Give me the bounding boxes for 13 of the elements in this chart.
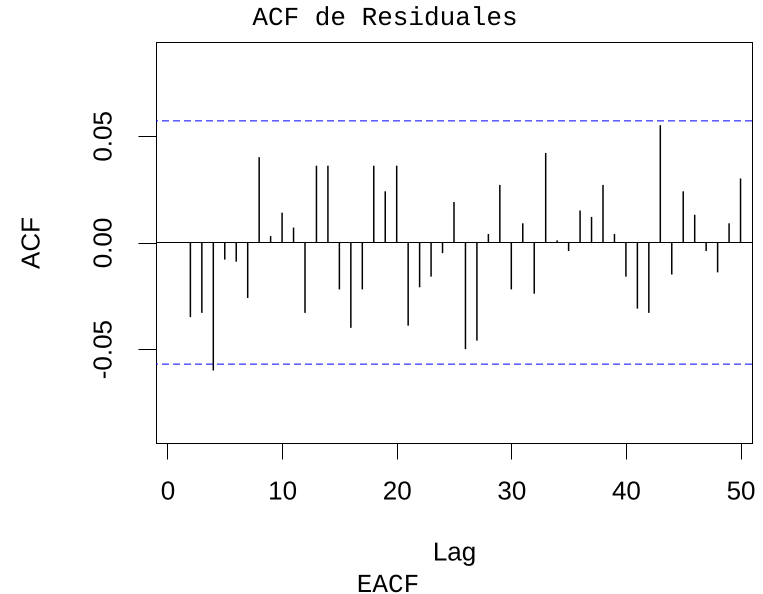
x-tick-label: 10: [268, 476, 298, 506]
x-tick-label: 30: [497, 476, 526, 506]
y-axis-title: ACF: [16, 217, 46, 269]
x-tick-label: 0: [160, 476, 176, 506]
x-tick-label: 50: [726, 476, 756, 506]
x-tick-label: 20: [382, 476, 412, 506]
x-tick-label: 40: [612, 476, 641, 506]
y-tick-label: 0.00: [88, 218, 118, 268]
y-tick-label: 0.05: [88, 111, 118, 162]
y-tick-label: -0.05: [88, 320, 118, 380]
text: EACF: [356, 570, 420, 594]
chart-title: ACF de Residuales: [252, 3, 518, 33]
x-axis-title: Lag: [432, 536, 476, 566]
